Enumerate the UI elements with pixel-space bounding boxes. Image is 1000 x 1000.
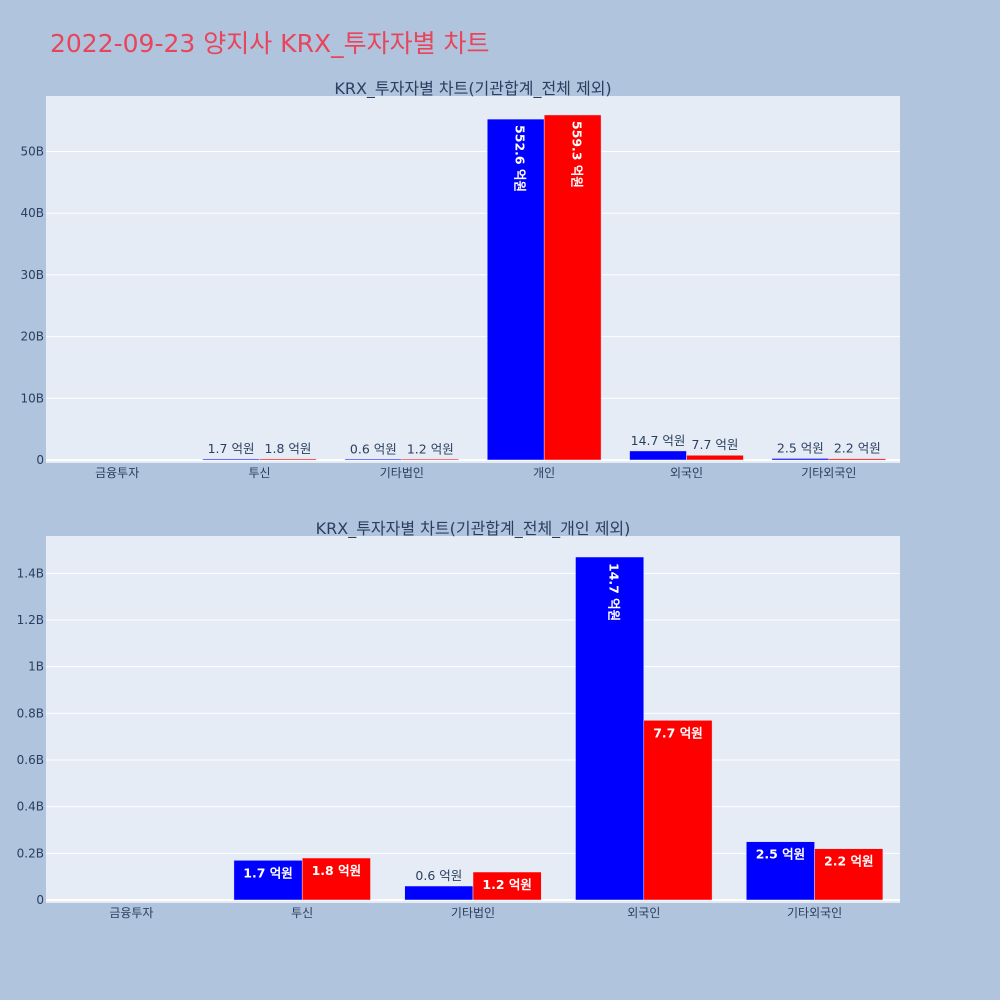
chart1-ytick-label: 30B <box>20 268 44 282</box>
chart1-ytick-label: 40B <box>20 206 44 220</box>
chart2-data-label: 2.5 억원 <box>756 847 806 862</box>
chart1-data-label: 552.6 억원 <box>513 125 528 192</box>
chart1-data-label: 559.3 억원 <box>570 121 585 188</box>
chart2-data-label: 7.7 억원 <box>653 725 703 740</box>
chart2-bar <box>746 841 815 901</box>
chart1-title: KRX_투자자별 차트(기관합계_전체 제외) <box>334 79 611 99</box>
chart2-ytick-label: 0.8B <box>17 706 44 720</box>
chart1-xtick-label: 금융투자 <box>95 466 139 480</box>
chart2-bar <box>575 556 645 901</box>
chart1-bar <box>629 450 687 461</box>
chart1-xtick-label: 기타법인 <box>380 466 424 480</box>
chart1-bar <box>486 118 545 461</box>
chart1-bar <box>401 458 460 461</box>
chart1-bar <box>344 458 403 461</box>
chart2-xtick-label: 기타외국인 <box>787 906 842 920</box>
chart2-bar <box>643 720 713 901</box>
chart1-bar <box>543 114 602 461</box>
chart2-bar <box>814 848 884 901</box>
chart1-data-label: 7.7 억원 <box>692 437 739 452</box>
chart1-data-label: 1.8 억원 <box>265 441 312 456</box>
chart1-bar <box>686 454 744 461</box>
chart1-ytick-label: 20B <box>20 330 44 344</box>
chart2-data-label: 1.7 억원 <box>243 865 293 880</box>
chart1-data-label: 2.2 억원 <box>834 441 881 456</box>
chart2-data-label: 1.8 억원 <box>312 863 362 878</box>
chart1-data-label: 2.5 억원 <box>777 440 824 455</box>
chart2-data-label: 2.2 억원 <box>824 854 874 869</box>
chart1-data-label: 14.7 억원 <box>631 433 686 448</box>
chart1-bar <box>259 458 317 461</box>
chart2-data-label: 14.7 억원 <box>607 563 622 621</box>
chart2-title: KRX_투자자별 차트(기관합계_전체_개인 제외) <box>316 519 631 539</box>
page-title: 2022-09-23 양지사 KRX_투자자별 차트 <box>50 29 490 58</box>
chart2-bar <box>404 885 474 901</box>
chart2-xtick-label: 기타법인 <box>451 906 495 920</box>
chart2-bar <box>301 857 371 901</box>
chart2-bar <box>233 860 303 901</box>
chart2-ytick-label: 0.6B <box>17 753 44 767</box>
chart1-bar <box>202 458 260 461</box>
chart2-data-label: 1.2 억원 <box>482 877 532 892</box>
chart2-bar <box>472 871 542 901</box>
chart2-ytick-label: 1B <box>28 660 44 674</box>
chart2-data-label: 0.6 억원 <box>415 868 462 883</box>
chart2-xtick-label: 투신 <box>291 906 313 920</box>
chart1-data-label: 1.7 억원 <box>208 441 255 456</box>
chart1-ytick-label: 10B <box>20 391 44 405</box>
chart2-xtick-label: 외국인 <box>627 906 660 920</box>
chart2-ytick-label: 0.2B <box>17 846 44 860</box>
chart1-xtick-label: 개인 <box>533 466 555 480</box>
chart1-bar <box>771 458 830 461</box>
chart2-ytick-label: 0.4B <box>17 800 44 814</box>
chart1-bar <box>828 458 887 461</box>
chart2-ytick-label: 1.2B <box>17 613 44 627</box>
chart1-plot-area <box>46 96 900 463</box>
chart2-ytick-label: 0 <box>36 893 44 907</box>
chart1-data-label: 1.2 억원 <box>407 441 454 456</box>
chart1-ytick-label: 50B <box>20 145 44 159</box>
chart1-xtick-label: 외국인 <box>670 466 703 480</box>
chart1-data-label: 0.6 억원 <box>350 442 397 457</box>
chart1-xtick-label: 투신 <box>248 466 270 480</box>
chart2-ytick-label: 1.4B <box>17 566 44 580</box>
chart1-xtick-label: 기타외국인 <box>801 466 856 480</box>
chart1-ytick-label: 0 <box>36 453 44 467</box>
chart2-xtick-label: 금융투자 <box>109 906 153 920</box>
